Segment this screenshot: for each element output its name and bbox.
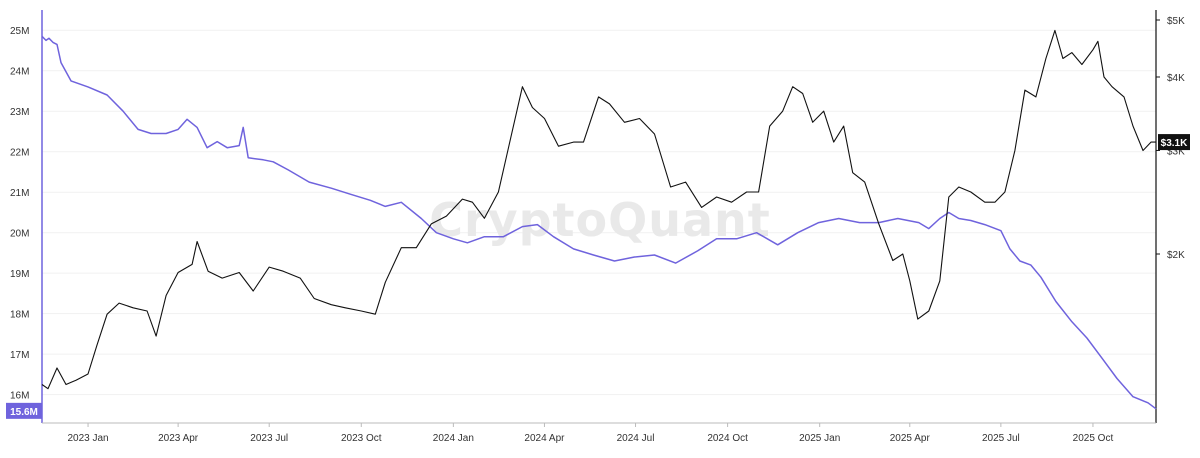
grid-lines <box>42 29 1156 396</box>
left-tick-label: 25M <box>10 26 29 37</box>
x-tick-label: 2024 Jul <box>617 433 655 444</box>
left-tick-label: 24M <box>10 67 29 78</box>
x-tick-label: 2025 Oct <box>1073 433 1114 444</box>
x-axis: 2023 Jan 2023 Apr 2023 Jul 2023 Oct 2024 Jan… <box>42 422 1156 444</box>
right-axis: $2K $3K $4K $5K <box>1155 10 1185 423</box>
left-tick-label: 21M <box>10 188 29 199</box>
right-tick-label: $3K <box>1167 146 1185 157</box>
x-tick-label: 2023 Jan <box>67 433 108 444</box>
left-tick-label: 16M <box>10 391 29 402</box>
watermark: CryptoQuant <box>429 193 771 247</box>
x-tick-label: 2023 Jul <box>250 433 288 444</box>
current-value-badges: 15.6M $3.1K <box>6 134 1190 419</box>
left-tick-label: 17M <box>10 350 29 361</box>
x-tick-label: 2023 Oct <box>341 433 382 444</box>
x-tick-label: 2023 Apr <box>158 433 199 444</box>
supply-series-line <box>41 35 1157 410</box>
x-tick-label: 2024 Oct <box>707 433 748 444</box>
left-tick-label: 22M <box>10 148 29 159</box>
x-tick-label: 2025 Jul <box>982 433 1020 444</box>
left-current-badge <box>6 402 42 419</box>
left-tick-label: 23M <box>10 107 29 118</box>
left-tick-label: 18M <box>10 310 29 321</box>
x-tick-label: 2025 Apr <box>890 433 931 444</box>
right-current-label: $3.1K <box>1161 138 1188 149</box>
x-tick-label: 2024 Apr <box>524 433 565 444</box>
left-tick-label: 20M <box>10 229 29 240</box>
right-current-badge <box>1158 134 1190 151</box>
left-current-label: 15.6M <box>10 407 38 418</box>
left-axis: 16M 17M 18M 19M 20M 21M 22M 23M 24M 25M <box>10 10 43 423</box>
right-tick-label: $4K <box>1167 73 1185 84</box>
right-tick-label: $5K <box>1167 16 1185 27</box>
x-tick-label: 2025 Jan <box>799 433 840 444</box>
series-layer <box>41 29 1157 410</box>
left-tick-label: 19M <box>10 269 29 280</box>
right-tick-label: $2K <box>1167 250 1185 261</box>
x-tick-label: 2024 Jan <box>433 433 474 444</box>
price-series-line <box>41 29 1156 390</box>
